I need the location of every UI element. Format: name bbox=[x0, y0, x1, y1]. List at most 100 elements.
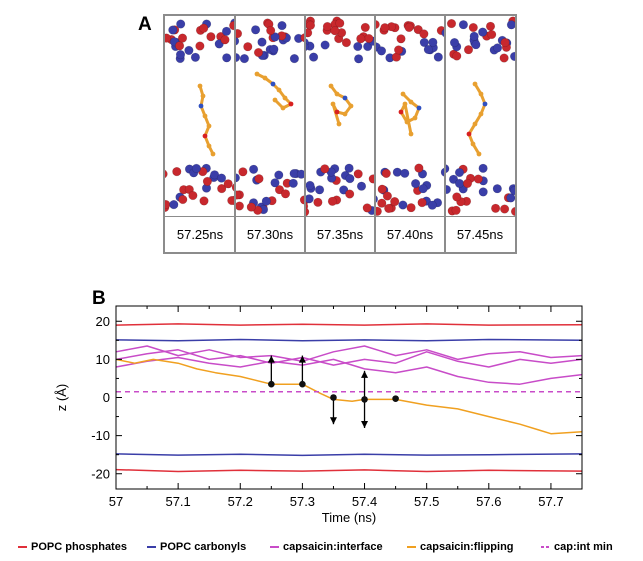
phosphate-atom bbox=[165, 33, 172, 43]
legend-label: capsaicin:interface bbox=[283, 541, 383, 553]
phosphate-atom bbox=[510, 206, 515, 216]
snapshot-marker bbox=[299, 380, 306, 388]
carbonyl-atom bbox=[492, 184, 502, 194]
phosphate-atom bbox=[199, 23, 209, 33]
snapshot-1 bbox=[165, 16, 235, 216]
carbonyl-atom bbox=[471, 40, 481, 50]
legend-item-cap-int-min: cap:int min bbox=[541, 541, 613, 553]
phosphate-atom bbox=[305, 20, 316, 30]
carbonyl-atom bbox=[458, 20, 468, 30]
carbonyl-atom bbox=[277, 21, 287, 31]
carbonyl-atom bbox=[315, 185, 325, 195]
phosphate-atom bbox=[406, 203, 416, 213]
phosphate-atom bbox=[235, 29, 243, 39]
capsaicin-atom bbox=[288, 101, 294, 107]
capsaicin-atom bbox=[262, 75, 268, 81]
carbonyl-atom bbox=[492, 43, 503, 53]
capsaicin-atom bbox=[408, 99, 414, 105]
snapshot-marker bbox=[361, 396, 368, 403]
carbonyl-atom bbox=[449, 37, 460, 48]
phosphate-atom bbox=[462, 178, 473, 188]
phosphate-atom bbox=[468, 22, 478, 33]
legend-label: POPC carbonyls bbox=[160, 541, 247, 553]
carbonyl-atom bbox=[428, 37, 438, 47]
phosphate-atom bbox=[451, 205, 461, 215]
carbonyl-atom bbox=[261, 196, 271, 206]
carbonyl-atom bbox=[469, 31, 479, 41]
capsaicin-atom bbox=[466, 131, 472, 137]
carbonyl-atom bbox=[445, 184, 451, 195]
carbonyl-atom bbox=[190, 52, 200, 62]
carbonyl-atom bbox=[345, 174, 355, 184]
snapshot-3 bbox=[305, 16, 375, 216]
carbonyl-atom bbox=[269, 44, 279, 54]
phosphate-atom bbox=[274, 185, 285, 195]
x-tick-label: 57.5 bbox=[414, 494, 439, 509]
snapshot-5 bbox=[445, 16, 515, 216]
carbonyl-atom bbox=[454, 178, 465, 188]
capsaicin-atom bbox=[342, 95, 348, 101]
arrow-head bbox=[361, 421, 369, 428]
snapshot-time-label: 57.45ns bbox=[456, 227, 504, 242]
capsaicin-atom bbox=[202, 133, 208, 139]
phosphate-atom bbox=[377, 184, 387, 194]
carbonyl-atom bbox=[356, 181, 367, 191]
phosphate-atom bbox=[172, 167, 182, 177]
snapshot-time-label: 57.25ns bbox=[176, 227, 224, 242]
phosphate-atom bbox=[253, 47, 264, 58]
phosphate-atom bbox=[485, 21, 496, 31]
phosphate-atom bbox=[206, 32, 216, 42]
carbonyl-atom bbox=[289, 53, 300, 64]
phosphate-atom bbox=[330, 26, 340, 36]
arrow-head bbox=[267, 355, 275, 363]
chart-legend: POPC phosphates POPC carbonyls capsaicin… bbox=[0, 537, 643, 559]
phosphate-atom bbox=[396, 34, 406, 44]
x-tick-label: 57 bbox=[109, 494, 123, 509]
carbonyl-atom bbox=[448, 174, 459, 184]
capsaicin-atom bbox=[404, 119, 410, 125]
carbonyl-atom bbox=[376, 46, 387, 56]
capsaicin-atom bbox=[412, 115, 418, 121]
phosphate-atom bbox=[393, 45, 404, 55]
carbonyl-atom bbox=[168, 25, 178, 35]
carbonyl-atom bbox=[257, 37, 267, 47]
capsaicin-atom bbox=[202, 113, 208, 119]
plot-frame bbox=[115, 305, 583, 490]
phosphate-atom bbox=[360, 22, 370, 32]
carbonyl-atom bbox=[353, 54, 364, 64]
phosphate-atom bbox=[202, 176, 213, 186]
capsaicin-atom bbox=[402, 101, 408, 107]
carbonyl-atom bbox=[305, 194, 314, 204]
snapshot-marker bbox=[330, 394, 337, 401]
capsaicin-atom bbox=[270, 81, 276, 87]
capsaicin-atom bbox=[472, 121, 478, 127]
arrow-head bbox=[298, 355, 306, 363]
capsaicin-atom bbox=[280, 105, 286, 111]
carbonyl-atom bbox=[506, 193, 515, 203]
carbonyl-atom bbox=[169, 200, 179, 210]
y-axis-label: z (Å) bbox=[54, 384, 69, 411]
phosphate-atom bbox=[235, 190, 242, 200]
snapshot-4 bbox=[375, 16, 445, 216]
capsaicin-atom bbox=[478, 91, 484, 97]
phosphate-atom bbox=[452, 51, 462, 61]
capsaicin-atom bbox=[408, 131, 414, 137]
legend-label: capsaicin:flipping bbox=[420, 541, 514, 553]
phosphate-atom bbox=[322, 21, 332, 32]
snapshot-divider bbox=[234, 16, 236, 252]
legend-swatch bbox=[18, 546, 27, 549]
capsaicin-atom bbox=[334, 109, 340, 115]
phosphate-atom bbox=[377, 198, 387, 208]
carbonyl-atom bbox=[249, 164, 259, 174]
series-line bbox=[115, 468, 583, 473]
carbonyl-atom bbox=[216, 173, 227, 183]
phosphate-atom bbox=[380, 23, 390, 33]
snapshot-divider bbox=[374, 16, 376, 252]
carbonyl-atom bbox=[418, 184, 428, 194]
arrow-head bbox=[361, 370, 369, 378]
carbonyl-atom bbox=[239, 53, 249, 64]
legend-swatch bbox=[541, 546, 550, 549]
phosphate-atom bbox=[446, 18, 457, 29]
phosphate-atom bbox=[382, 191, 392, 201]
phosphate-atom bbox=[266, 25, 276, 36]
